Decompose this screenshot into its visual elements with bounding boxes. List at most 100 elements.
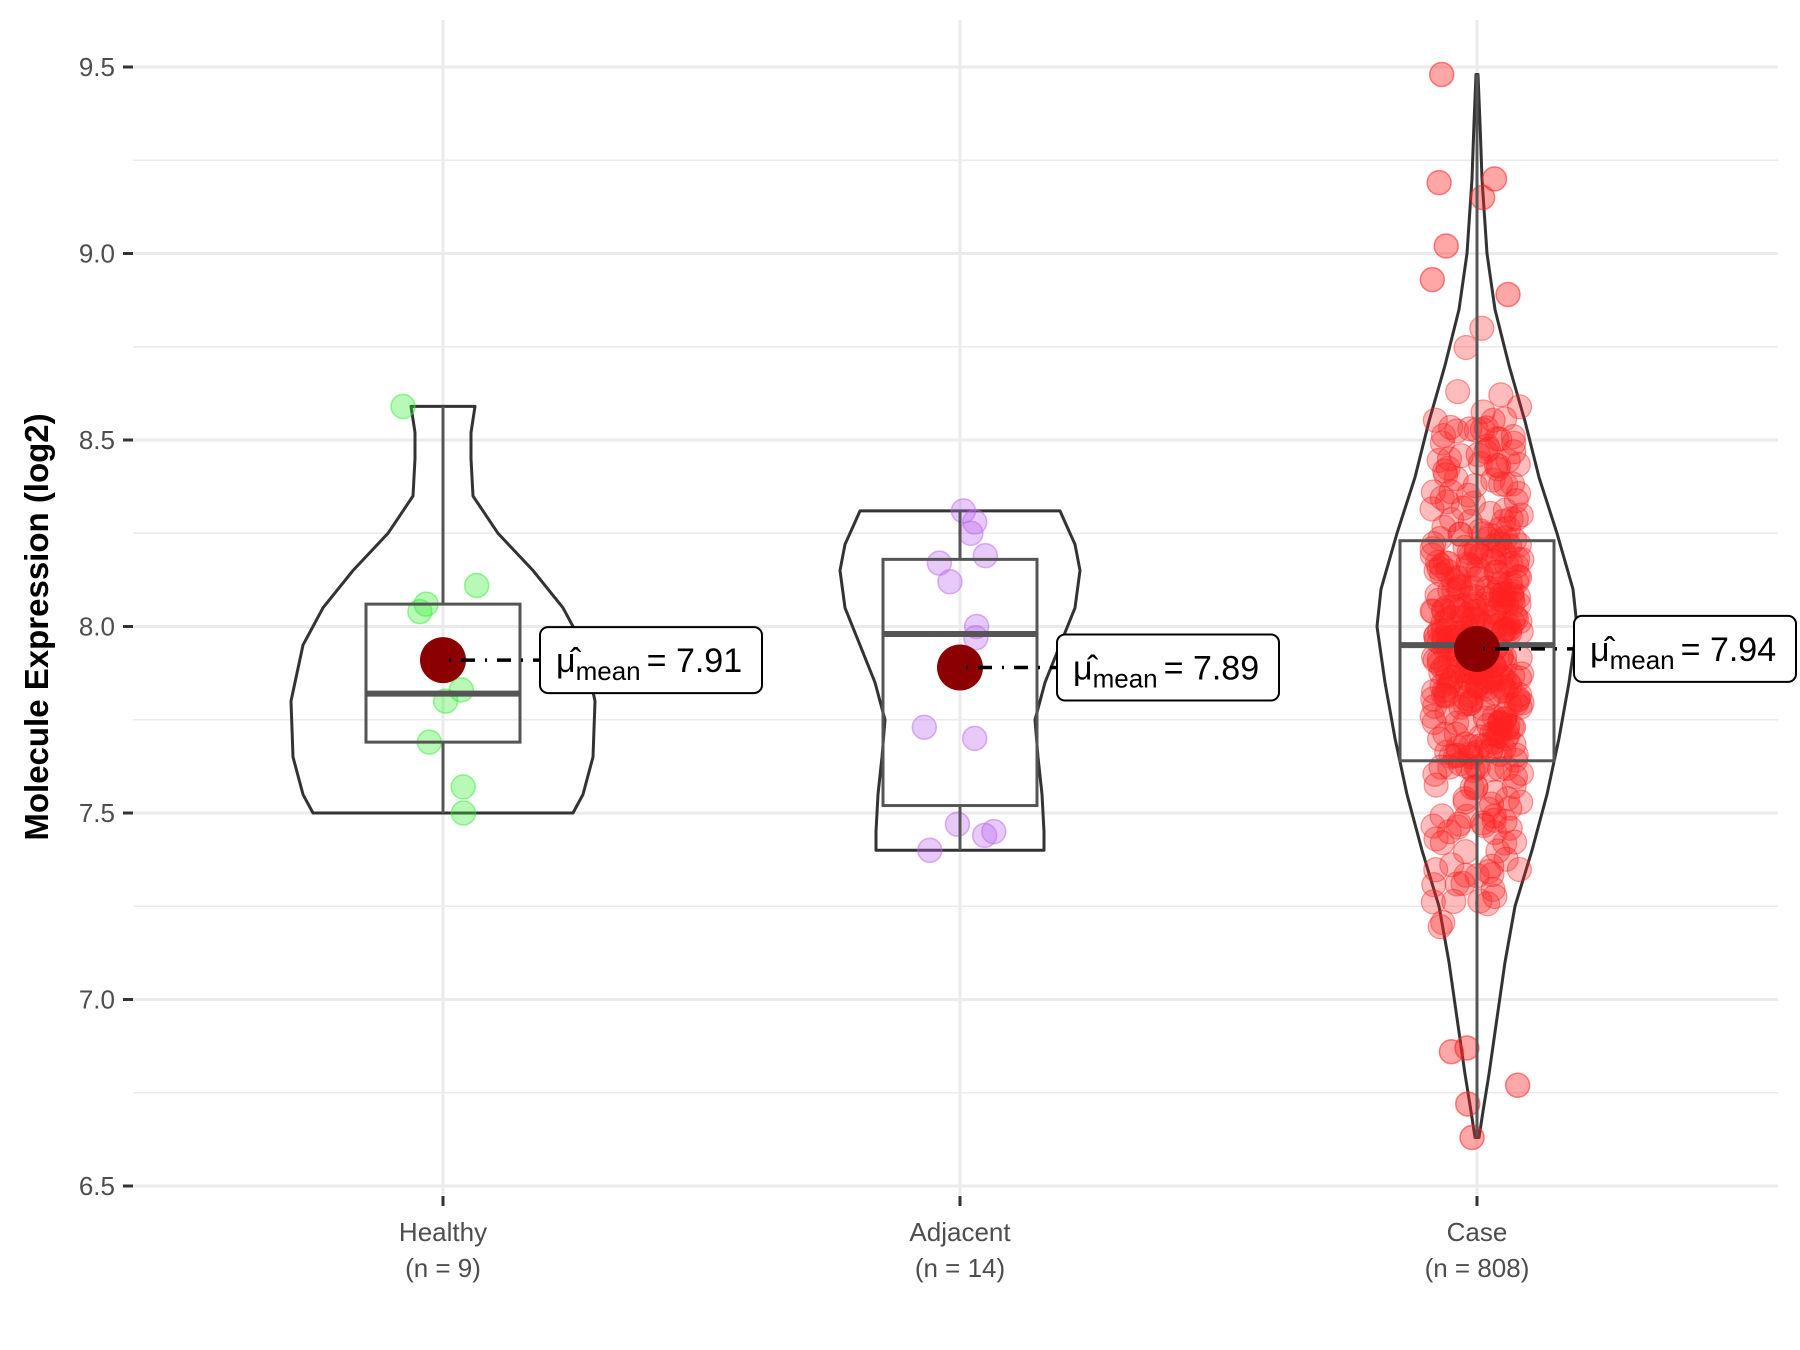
data-point xyxy=(1492,830,1518,856)
data-point xyxy=(1509,547,1535,573)
data-point xyxy=(1438,668,1464,694)
data-point xyxy=(1430,655,1456,681)
data-point xyxy=(1480,407,1506,433)
data-point xyxy=(1484,662,1510,689)
data-point xyxy=(1495,712,1521,738)
data-point xyxy=(1454,803,1480,829)
data-point xyxy=(1440,594,1466,620)
data-point xyxy=(1459,1124,1485,1151)
data-point xyxy=(1422,693,1448,719)
data-point xyxy=(1426,587,1452,613)
data-point xyxy=(1428,660,1454,686)
data-point xyxy=(1439,507,1465,533)
data-point xyxy=(1446,811,1472,837)
data-point xyxy=(1423,558,1449,584)
data-point xyxy=(1501,439,1527,465)
data-point xyxy=(1438,1038,1465,1065)
data-point xyxy=(1453,334,1479,361)
data-point xyxy=(1500,663,1526,689)
data-point xyxy=(1501,829,1528,855)
mean-subscript: mean xyxy=(1093,664,1158,694)
data-point xyxy=(1479,756,1505,782)
data-point xyxy=(1497,616,1523,642)
data-point xyxy=(1448,694,1474,720)
data-point xyxy=(1436,446,1463,472)
data-point xyxy=(972,542,999,569)
y-tick-label: 6.5 xyxy=(79,1171,115,1201)
data-point xyxy=(1504,546,1531,572)
data-point xyxy=(1483,559,1509,585)
data-point xyxy=(1480,467,1506,493)
data-point xyxy=(1492,406,1518,432)
mean-label-box xyxy=(1056,633,1280,702)
data-point xyxy=(937,568,963,595)
data-point xyxy=(1426,169,1452,196)
data-point xyxy=(1505,687,1531,713)
data-point xyxy=(1441,576,1467,602)
data-point xyxy=(1479,721,1505,747)
box-iqr xyxy=(1398,539,1556,763)
data-point xyxy=(1480,876,1506,902)
data-point xyxy=(1495,617,1521,643)
data-point xyxy=(1431,677,1458,703)
data-point xyxy=(1438,743,1464,769)
data-point xyxy=(1487,710,1513,736)
data-point xyxy=(1481,582,1507,609)
data-point xyxy=(1487,710,1513,736)
data-point xyxy=(1500,424,1526,450)
x-axis: Healthy (n = 9) Adjacent (n = 14) Case (n = 8… xyxy=(399,1196,1529,1283)
data-point xyxy=(1438,479,1464,505)
data-point xyxy=(1419,266,1446,293)
data-point xyxy=(1502,603,1528,629)
mean-label-box xyxy=(1573,614,1797,683)
data-point xyxy=(1473,438,1499,465)
mean-label-box xyxy=(539,626,763,695)
data-point xyxy=(1485,456,1511,482)
data-point xyxy=(1422,647,1448,673)
data-point xyxy=(1421,872,1447,898)
data-point xyxy=(1419,496,1445,522)
data-point xyxy=(1499,578,1525,604)
data-point xyxy=(1429,562,1455,588)
data-point xyxy=(1492,497,1518,523)
data-point xyxy=(1434,489,1460,515)
data-point xyxy=(1443,465,1469,492)
data-point xyxy=(1441,888,1467,915)
data-point xyxy=(1497,570,1523,596)
data-point xyxy=(1467,733,1494,759)
data-point xyxy=(1444,710,1470,736)
data-point xyxy=(1502,764,1529,790)
data-point xyxy=(1422,407,1448,433)
data-point xyxy=(1487,756,1513,782)
data-point xyxy=(1432,721,1458,747)
data-point xyxy=(1447,751,1473,777)
data-point xyxy=(1432,550,1459,576)
data-point xyxy=(1481,166,1508,192)
data-point xyxy=(1468,724,1494,750)
data-point xyxy=(1487,718,1513,744)
data-point xyxy=(1491,508,1517,534)
data-point xyxy=(1419,703,1445,729)
data-point xyxy=(1429,830,1455,856)
x-tick-label: Healthy xyxy=(399,1217,487,1247)
data-point xyxy=(1505,563,1531,590)
data-point xyxy=(1509,690,1535,716)
data-point xyxy=(1420,678,1447,705)
data-point xyxy=(1464,566,1490,592)
data-point xyxy=(1492,701,1518,728)
boxplot-healthy xyxy=(364,406,522,813)
data-point xyxy=(1507,665,1533,691)
data-point xyxy=(1457,585,1484,611)
boxplot-adjacent xyxy=(881,510,1039,851)
data-point xyxy=(1432,458,1458,484)
data-point xyxy=(1493,525,1519,551)
data-point xyxy=(450,800,477,826)
data-point xyxy=(1504,553,1530,579)
data-point xyxy=(1426,726,1453,752)
data-point xyxy=(1476,712,1502,738)
data-point xyxy=(1462,472,1488,499)
y-tick-label: 9.0 xyxy=(79,239,115,269)
data-point xyxy=(1482,720,1508,747)
data-point xyxy=(1419,542,1445,568)
